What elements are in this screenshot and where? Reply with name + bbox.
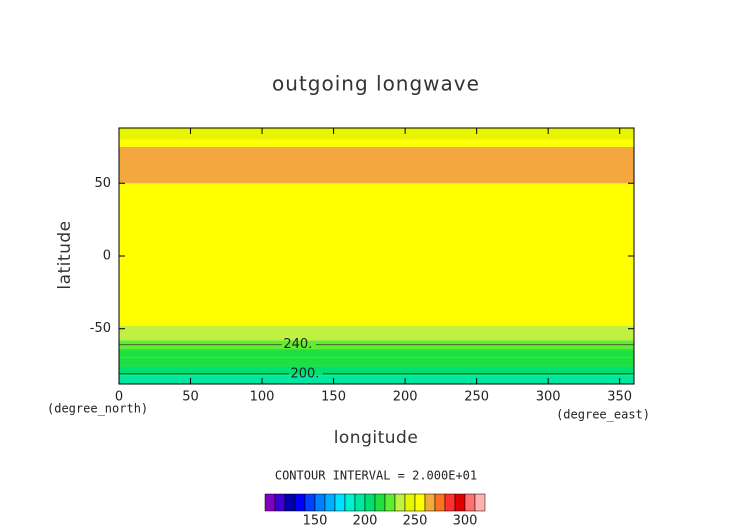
field-band — [119, 183, 634, 191]
contour-label: 240. — [283, 337, 312, 352]
field-band — [119, 375, 634, 384]
colorbar-box — [414, 493, 426, 512]
colorbar-box — [284, 493, 296, 512]
colorbar-box — [314, 493, 326, 512]
colorbar-box — [334, 493, 346, 512]
x-tick-label: 200 — [393, 390, 418, 405]
colorbar-box — [394, 493, 406, 512]
colorbar-box — [344, 493, 356, 512]
colorbar-box — [354, 493, 366, 512]
field-band — [119, 128, 634, 140]
colorbar-box — [474, 493, 486, 512]
x-tick-label: 0 — [115, 390, 123, 405]
colorbar-tick-label: 250 — [403, 514, 428, 529]
colorbar-box — [294, 493, 306, 512]
colorbar-box — [434, 493, 446, 512]
colorbar-tick-label: 300 — [453, 514, 478, 529]
colorbar-box — [444, 493, 456, 512]
y-tick-label: 50 — [94, 176, 111, 191]
colorbar-box — [384, 493, 396, 512]
field-band — [119, 139, 634, 147]
chart-title: outgoing longwave — [272, 72, 480, 96]
field-band — [119, 190, 634, 326]
colorbar-box — [364, 493, 376, 512]
field-band — [119, 333, 634, 341]
field-band — [119, 357, 634, 367]
field-band — [119, 146, 634, 184]
field-band — [119, 366, 634, 376]
colorbar-box — [454, 493, 466, 512]
colorbar-tick-label: 200 — [353, 514, 378, 529]
x-tick-label: 350 — [607, 390, 632, 405]
x-tick-label: 300 — [536, 390, 561, 405]
x-tick-label: 250 — [464, 390, 489, 405]
y-tick-label: -50 — [90, 321, 111, 336]
colorbar-box — [424, 493, 436, 512]
colorbar-box — [404, 493, 416, 512]
x-tick-label: 50 — [182, 390, 199, 405]
contour-label: 200. — [290, 366, 319, 381]
colorbar-box — [274, 493, 286, 512]
colorbar-box — [324, 493, 336, 512]
colorbar-box — [304, 493, 316, 512]
y-axis-label: latitude — [55, 220, 75, 289]
contour-interval: CONTOUR INTERVAL = 2.000E+01 — [275, 469, 477, 483]
x-unit: (degree_east) — [556, 408, 650, 422]
colorbar-box — [464, 493, 476, 512]
colorbar-tick-label: 150 — [303, 514, 328, 529]
colorbar-box — [264, 493, 276, 512]
field-band — [119, 349, 634, 358]
y-tick-label: 0 — [103, 249, 111, 264]
x-tick-label: 100 — [250, 390, 275, 405]
x-axis-label: longitude — [334, 428, 419, 448]
x-tick-label: 150 — [321, 390, 346, 405]
colorbar-box — [374, 493, 386, 512]
field-band — [119, 325, 634, 334]
y-unit: (degree_north) — [47, 402, 148, 416]
